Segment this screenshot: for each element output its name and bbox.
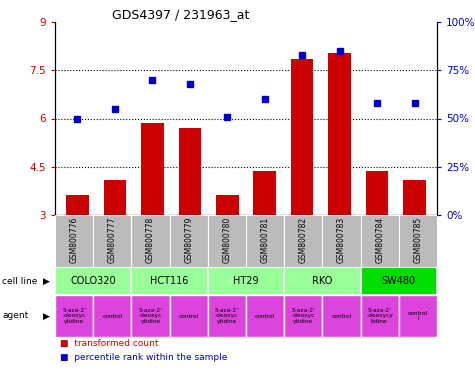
Text: GSM800776: GSM800776 [70, 217, 78, 263]
Bar [170, 215, 208, 267]
Text: ■  transformed count: ■ transformed count [60, 339, 158, 348]
Bar [93, 295, 132, 337]
Text: cell line: cell line [2, 276, 38, 285]
Bar [132, 215, 170, 267]
Bar [55, 215, 93, 267]
Bar [254, 170, 276, 215]
Text: agent: agent [2, 311, 28, 321]
Text: GSM800780: GSM800780 [222, 217, 231, 263]
Text: 5-aza-2'
-deoxycy
tidine: 5-aza-2' -deoxycy tidine [366, 308, 393, 324]
Bar [55, 267, 132, 295]
Text: GSM800783: GSM800783 [337, 217, 346, 263]
Bar [366, 170, 389, 215]
Bar [284, 295, 323, 337]
Text: GSM800782: GSM800782 [299, 217, 308, 263]
Text: ▶: ▶ [43, 276, 50, 285]
Text: 5-aza-2'
-deoxyc
ytidine: 5-aza-2' -deoxyc ytidine [215, 308, 239, 324]
Bar [246, 295, 284, 337]
Bar [323, 295, 361, 337]
Bar [66, 195, 89, 215]
Bar [284, 267, 361, 295]
Text: GDS4397 / 231963_at: GDS4397 / 231963_at [112, 8, 250, 21]
Bar [170, 295, 208, 337]
Bar [141, 123, 163, 215]
Bar [399, 295, 437, 337]
Bar [104, 180, 126, 215]
Text: control: control [255, 313, 275, 318]
Text: SW480: SW480 [382, 276, 416, 286]
Text: GSM800779: GSM800779 [184, 217, 193, 263]
Bar [361, 295, 399, 337]
Bar [361, 215, 399, 267]
Text: control: control [179, 313, 199, 318]
Bar [328, 53, 351, 215]
Bar [284, 215, 323, 267]
Bar [399, 215, 437, 267]
Bar [55, 295, 93, 337]
Text: GSM800781: GSM800781 [261, 217, 270, 263]
Text: control: control [332, 313, 352, 318]
Text: GSM800778: GSM800778 [146, 217, 155, 263]
Bar [323, 215, 361, 267]
Bar [208, 295, 246, 337]
Text: control
l: control l [408, 311, 428, 321]
Bar [132, 295, 170, 337]
Text: COLO320: COLO320 [70, 276, 116, 286]
Bar [132, 267, 208, 295]
Bar [208, 267, 284, 295]
Text: 5-aza-2'
-deoxyc
ytidine: 5-aza-2' -deoxyc ytidine [139, 308, 162, 324]
Text: ▶: ▶ [43, 311, 50, 321]
Text: GSM800777: GSM800777 [108, 217, 117, 263]
Bar [93, 215, 132, 267]
Bar [291, 59, 314, 215]
Text: HT29: HT29 [233, 276, 259, 286]
Text: ■  percentile rank within the sample: ■ percentile rank within the sample [60, 354, 227, 362]
Text: GSM800784: GSM800784 [375, 217, 384, 263]
Bar [208, 215, 246, 267]
Text: RKO: RKO [312, 276, 332, 286]
Text: 5-aza-2'
-deoxyc
ytidine: 5-aza-2' -deoxyc ytidine [291, 308, 315, 324]
Text: GSM800785: GSM800785 [413, 217, 422, 263]
Text: 5-aza-2'
-deoxyc
ytidine: 5-aza-2' -deoxyc ytidine [62, 308, 86, 324]
Text: HCT116: HCT116 [151, 276, 189, 286]
Bar [403, 180, 426, 215]
Bar [361, 267, 437, 295]
Bar [216, 195, 238, 215]
Bar [179, 127, 201, 215]
Text: control: control [102, 313, 123, 318]
Bar [246, 215, 284, 267]
